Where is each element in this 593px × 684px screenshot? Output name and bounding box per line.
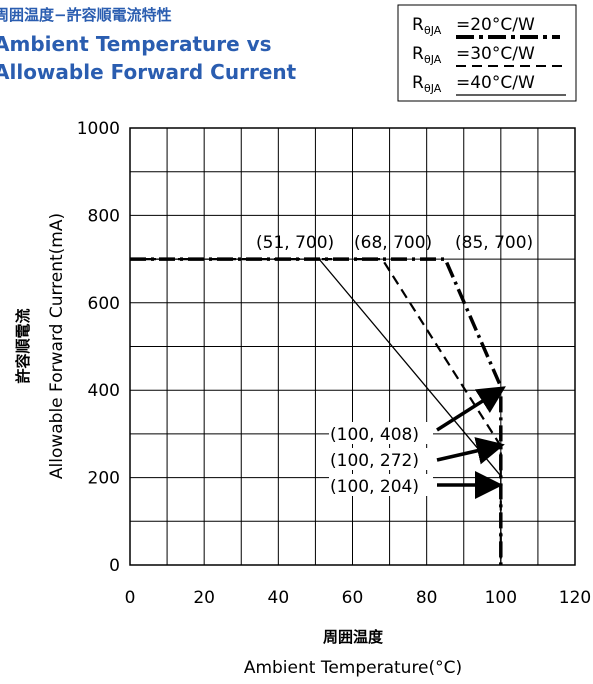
legend-r-label: R: [412, 44, 424, 64]
annotation-68-700: (68, 700): [354, 233, 432, 253]
plot-area: [129, 127, 576, 566]
annotation-bg: [329, 422, 433, 444]
y-axis-label-jp: 許容順電流: [14, 308, 32, 383]
annotation-51-700: (51, 700): [256, 233, 334, 253]
y-tick-label: 400: [88, 381, 120, 401]
legend-subscript: θJA: [424, 53, 442, 66]
x-tick-label: 80: [416, 588, 438, 608]
legend-item-40: R θJA =40°C/W: [412, 73, 566, 96]
x-tick-label: 20: [193, 588, 215, 608]
y-tick-label: 1000: [77, 119, 120, 139]
annotation-100-272: (100, 272): [330, 451, 419, 471]
annotation-100-408: (100, 408): [330, 425, 419, 445]
chart-title-en-line1: Ambient Temperature vs: [0, 32, 272, 56]
series-line-3: [130, 258, 502, 565]
chart-title-en-line2: Allowable Forward Current: [0, 60, 297, 84]
chart-title-jp: 周囲温度−許容順電流特性: [0, 6, 172, 24]
y-tick-label: 800: [88, 206, 120, 226]
x-axis-label: Ambient Temperature(°C): [244, 658, 462, 678]
x-axis-label-jp: 周囲温度: [323, 628, 384, 646]
legend-item-20: R θJA =20°C/W: [412, 15, 560, 39]
x-tick-label: 120: [559, 588, 591, 608]
y-tick-label: 0: [109, 556, 120, 576]
annotation-85-700: (85, 700): [455, 233, 533, 253]
legend-text: =40°C/W: [456, 73, 535, 93]
x-tick-label: 100: [485, 588, 517, 608]
annotation-arrow-408: [436, 386, 506, 432]
legend-r-label: R: [412, 73, 424, 93]
legend-text: =20°C/W: [456, 15, 535, 35]
legend: R θJA =20°C/W R θJA =30°C/W R θJA =40°C/…: [397, 4, 577, 102]
annotation-arrow-272: [436, 437, 505, 465]
legend-subscript: θJA: [424, 24, 442, 37]
grid: [130, 128, 575, 565]
annotation-100-204: (100, 204): [330, 477, 419, 497]
legend-subscript: θJA: [424, 82, 442, 95]
x-tick-label: 60: [342, 588, 364, 608]
y-axis-label: Allowable Forward Current(mA): [47, 213, 67, 479]
legend-r-label: R: [412, 15, 424, 35]
annotation-bg: [329, 474, 433, 496]
annotation-bg: [329, 448, 433, 470]
legend-item-30: R θJA =30°C/W: [412, 44, 568, 67]
x-tick-label: 40: [268, 588, 290, 608]
y-tick-label: 200: [88, 469, 120, 489]
legend-text: =30°C/W: [456, 44, 535, 64]
y-tick-label: 600: [88, 294, 120, 314]
x-tick-label: 0: [125, 588, 136, 608]
